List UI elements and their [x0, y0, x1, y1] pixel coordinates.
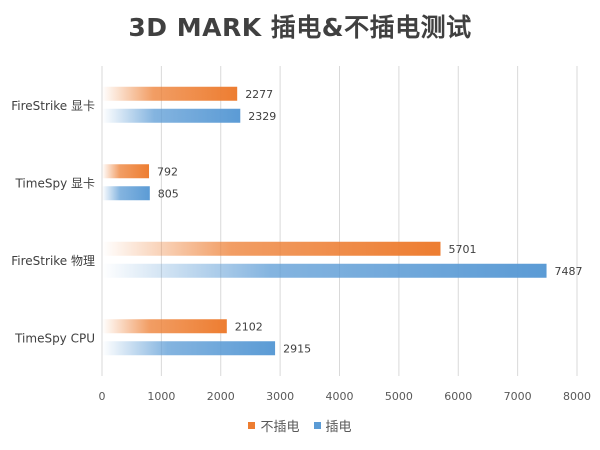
- x-tick-label: 8000: [563, 390, 591, 403]
- x-tick-label: 6000: [444, 390, 472, 403]
- y-category-label: FireStrike 显卡: [11, 99, 95, 113]
- x-tick-label: 7000: [504, 390, 532, 403]
- bar: [102, 86, 238, 101]
- x-tick-label: 0: [99, 390, 106, 403]
- legend-item-series-1: 插电: [313, 416, 352, 435]
- x-tick-label: 5000: [385, 390, 413, 403]
- legend-label: 不插电: [260, 420, 300, 435]
- x-tick-label: 2000: [207, 390, 235, 403]
- legend-swatch: [248, 422, 256, 429]
- labels: 0 1000 2000 3000 4000 5000 6000 7000 8000 FireStr…: [11, 88, 591, 403]
- bar: [102, 319, 227, 334]
- x-tick-label: 3000: [266, 390, 294, 403]
- legend-swatch: [313, 422, 321, 429]
- bar: [102, 241, 441, 256]
- bar-data-label: 2277: [245, 88, 273, 101]
- bar-data-label: 805: [158, 187, 179, 200]
- bar: [102, 108, 241, 123]
- chart-title: 3D MARK 插电&不插电测试: [128, 13, 472, 42]
- bar-data-label: 2915: [283, 342, 311, 355]
- bars: [102, 86, 547, 356]
- y-category-label: TimeSpy 显卡: [14, 176, 95, 190]
- y-category-label: FireStrike 物理: [11, 254, 95, 268]
- bar-data-label: 2102: [235, 320, 263, 333]
- bar: [102, 263, 547, 278]
- x-tick-label: 4000: [326, 390, 354, 403]
- x-tick-label: 1000: [147, 390, 175, 403]
- bar: [102, 164, 150, 179]
- bar: [102, 341, 276, 356]
- bar-data-label: 5701: [448, 243, 476, 256]
- legend: 不插电 插电: [0, 416, 600, 435]
- bar-data-label: 792: [157, 165, 178, 178]
- bar: [102, 186, 150, 201]
- y-category-label: TimeSpy CPU: [14, 331, 95, 345]
- bar-data-label: 2329: [248, 110, 276, 123]
- legend-item-series-0: 不插电: [248, 416, 300, 435]
- bar-data-label: 7487: [555, 265, 583, 278]
- legend-label: 插电: [325, 420, 352, 435]
